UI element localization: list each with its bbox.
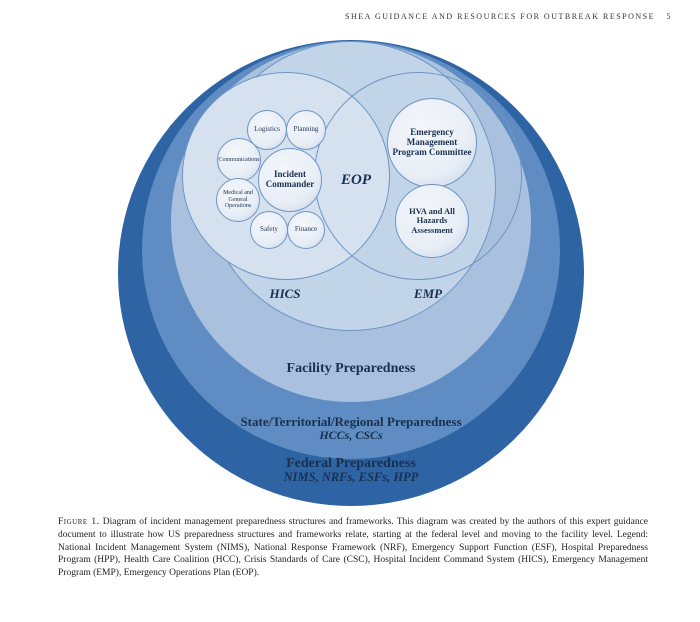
label-finance: Finance: [288, 226, 324, 234]
label-hva: HVA and All Hazards Assessment: [397, 207, 467, 235]
label-emp-committee: Emergency Management Program Committee: [391, 128, 473, 158]
running-head-text: SHEA GUIDANCE AND RESOURCES FOR OUTBREAK…: [345, 12, 655, 21]
label-incident-commander: Incident Commander: [261, 170, 319, 190]
figure-caption: Figure 1. Diagram of incident management…: [58, 516, 648, 580]
label-planning: Planning: [286, 126, 326, 134]
figure-label: Figure 1.: [58, 517, 100, 527]
label-state: State/Territorial/Regional PreparednessH…: [181, 415, 521, 442]
label-facility: Facility Preparedness: [241, 361, 461, 376]
label-emp: EMP: [398, 287, 458, 301]
label-hics: HICS: [255, 287, 315, 301]
figure-caption-text: Diagram of incident management preparedn…: [58, 517, 648, 578]
preparedness-diagram: Federal PreparednessNIMS, NRFs, ESFs, HP…: [118, 40, 584, 506]
label-logistics: Logistics: [247, 126, 287, 134]
label-safety: Safety: [251, 226, 287, 234]
label-medical-ops: Medical and General Operations: [215, 190, 261, 210]
label-communications: Communications: [216, 157, 262, 164]
label-federal: Federal PreparednessNIMS, NRFs, ESFs, HP…: [201, 456, 501, 485]
running-head: SHEA GUIDANCE AND RESOURCES FOR OUTBREAK…: [345, 12, 672, 21]
page-number: 5: [667, 12, 673, 21]
label-eop: EOP: [326, 172, 386, 189]
